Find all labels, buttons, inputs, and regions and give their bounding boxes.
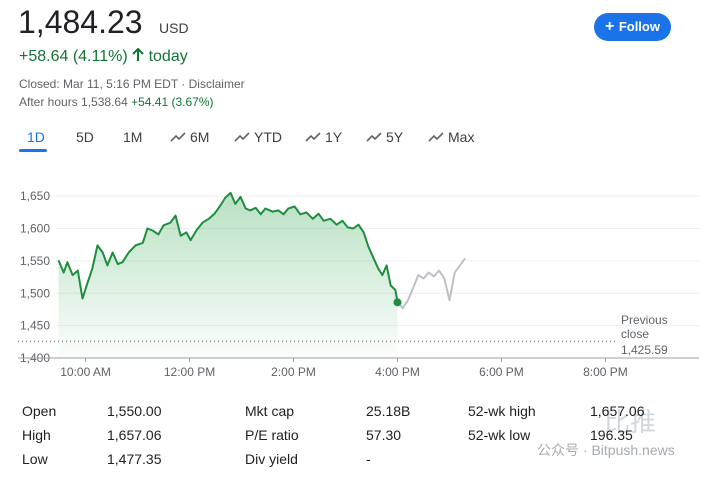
line: [57, 191, 399, 303]
x-tick-label: 10:00 AM: [60, 365, 111, 379]
x-tick-label: 12:00 PM: [164, 365, 215, 379]
tab-label: 6M: [190, 129, 210, 145]
stat-label: Div yield: [245, 451, 298, 467]
tab-label: 1Y: [325, 129, 343, 145]
currency: USD: [159, 20, 189, 36]
tab-label: 1D: [27, 129, 45, 145]
stat-value: 1,657.06: [107, 427, 162, 443]
line: [396, 257, 466, 310]
range-tab[interactable]: YTD: [234, 129, 282, 145]
tab-label: 1M: [123, 129, 143, 145]
trend-icon: [234, 132, 250, 142]
range-tab[interactable]: 1Y: [305, 129, 342, 145]
up-arrow: [132, 47, 144, 61]
stat-value: 1,657.06: [590, 403, 645, 419]
y-tick-label: 1,550: [20, 254, 50, 268]
y-tick-label: 1,650: [20, 189, 50, 203]
previous-close-value: 1,425.59: [621, 343, 668, 357]
trend-icon: [305, 132, 321, 142]
range-tab[interactable]: 1D: [27, 129, 45, 145]
trend-icon: [428, 132, 444, 142]
stat-label: 52-wk high: [468, 403, 536, 419]
trend-icon: [170, 132, 186, 142]
tab-underline: [19, 149, 47, 152]
area: [58, 192, 398, 358]
range-tab[interactable]: 5D: [76, 129, 94, 145]
after-hours-label: After hours: [19, 95, 78, 109]
previous-close-label: Previous close: [621, 313, 668, 341]
after-hours: After hours 1,538.64 +54.41 (3.67%): [19, 95, 214, 109]
follow-label: Follow: [618, 19, 660, 34]
closed-info: Closed: Mar 11, 5:16 PM EDT · Disclaimer: [19, 77, 245, 91]
tab-label: YTD: [254, 129, 282, 145]
x-tick-label: 2:00 PM: [271, 365, 316, 379]
y-tick-label: 1,450: [20, 319, 50, 333]
change: +58.64 (4.11%) today: [19, 47, 188, 66]
after-hours-price: 1,538.64: [81, 95, 128, 109]
y-tick-label: 1,600: [20, 222, 50, 236]
stat-value: 1,550.00: [107, 403, 162, 419]
range-tab[interactable]: 5Y: [366, 129, 403, 145]
stat-label: High: [22, 427, 51, 443]
stat-value: -: [366, 451, 371, 467]
stat-label: 52-wk low: [468, 427, 531, 443]
range-tab[interactable]: 6M: [170, 129, 209, 145]
x-tick-label: 6:00 PM: [479, 365, 524, 379]
tab-label: 5D: [76, 129, 94, 145]
stat-value: 1,477.35: [107, 451, 162, 467]
stat-label: Mkt cap: [245, 403, 295, 419]
x-tick-label: 4:00 PM: [375, 365, 420, 379]
y-tick-label: 1,500: [20, 286, 50, 300]
stat-label: P/E ratio: [245, 427, 299, 443]
tab-label: 5Y: [386, 129, 404, 145]
range-tab[interactable]: 1M: [123, 129, 142, 145]
trend-icon: [366, 132, 382, 142]
watermark-logo: 比推: [604, 407, 657, 437]
watermark-text: 公众号 · Bitpush.news: [537, 442, 675, 458]
range-tab[interactable]: Max: [428, 129, 474, 145]
stat-label: Low: [22, 451, 48, 467]
stat-value: 196.35: [590, 427, 633, 443]
change-value: +58.64 (4.11%): [19, 48, 128, 65]
stat-value: 57.30: [366, 427, 402, 443]
after-hours-change: +54.41 (3.67%): [131, 95, 214, 109]
tab-label: Max: [448, 129, 475, 145]
close-dot: [393, 298, 402, 307]
change-period: today: [148, 48, 188, 65]
price: 1,484.23: [18, 4, 143, 40]
follow-button[interactable]: + Follow: [594, 13, 671, 41]
stat-label: Open: [22, 403, 57, 419]
stat-value: 25.18B: [366, 403, 411, 419]
x-tick-label: 8:00 PM: [583, 365, 628, 379]
